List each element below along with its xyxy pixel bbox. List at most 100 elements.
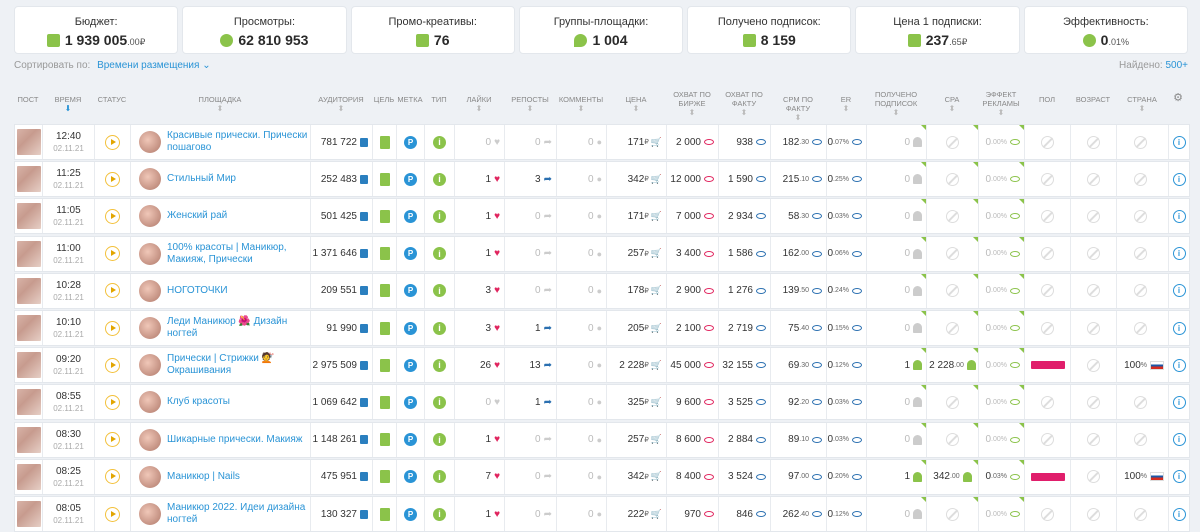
mark-p-icon[interactable]: P — [404, 470, 417, 484]
info-icon[interactable]: i — [1172, 433, 1186, 447]
goal-icon[interactable] — [379, 395, 390, 409]
platform-avatar[interactable] — [139, 354, 161, 377]
post-image[interactable] — [16, 352, 41, 379]
post-thumbnail[interactable] — [15, 273, 43, 308]
cart-icon[interactable]: 🛒 — [650, 285, 662, 296]
type-info-icon[interactable]: i — [433, 135, 446, 149]
post-thumbnail[interactable] — [15, 422, 43, 457]
sort-arrow-icon[interactable]: ⬍ — [740, 108, 748, 117]
post-thumbnail[interactable] — [15, 199, 43, 234]
platform-name-link[interactable]: Прически | Стрижки 💇 Окрашивания — [167, 353, 275, 377]
chevron-down-icon[interactable]: ⌄ — [199, 60, 211, 71]
post-image[interactable] — [16, 463, 41, 490]
play-status-icon[interactable] — [105, 246, 120, 262]
platform-avatar[interactable] — [139, 465, 161, 488]
play-status-icon[interactable] — [105, 506, 120, 522]
goal-icon[interactable] — [379, 470, 390, 484]
sort-arrow-icon[interactable]: ⬍ — [475, 104, 483, 113]
table-row[interactable]: 08:30 02.11.21 Шикарные прически. Макияж 1 … — [14, 421, 1190, 458]
mark-p-icon[interactable]: P — [404, 247, 417, 261]
play-status-icon[interactable] — [105, 171, 120, 187]
goal-icon[interactable] — [379, 321, 390, 335]
sort-arrow-icon[interactable]: ⬍ — [948, 104, 956, 113]
platform-name-link[interactable]: Шикарные прически. Макияж — [167, 433, 303, 445]
mark-p-icon[interactable]: P — [404, 507, 417, 521]
play-status-icon[interactable] — [105, 134, 120, 150]
type-info-icon[interactable]: i — [433, 507, 446, 521]
table-row[interactable]: 10:10 02.11.21 Леди Маникюр 🌺 Дизайн ногте… — [14, 310, 1190, 346]
platform-name-link[interactable]: Красивые прически. Прически пошагово — [167, 130, 308, 153]
platform-avatar[interactable] — [139, 317, 161, 339]
platform-avatar[interactable] — [139, 168, 161, 191]
type-info-icon[interactable]: i — [433, 284, 446, 298]
sort-arrow-icon[interactable]: ⬍ — [842, 104, 850, 113]
mark-p-icon[interactable]: P — [404, 284, 417, 298]
goal-icon[interactable] — [379, 135, 390, 149]
cart-icon[interactable]: 🛒 — [650, 471, 662, 482]
post-image[interactable] — [16, 389, 41, 416]
mark-p-icon[interactable]: P — [404, 358, 417, 372]
platform-avatar[interactable] — [139, 279, 161, 302]
post-image[interactable] — [16, 166, 41, 193]
type-info-icon[interactable]: i — [433, 321, 446, 335]
post-image[interactable] — [16, 277, 41, 304]
cart-icon[interactable]: 🛒 — [650, 173, 662, 184]
cart-icon[interactable]: 🛒 — [650, 396, 662, 407]
sort-dropdown[interactable]: Времени размещения — [97, 60, 200, 71]
play-status-icon[interactable] — [105, 208, 120, 224]
post-image[interactable] — [16, 315, 41, 341]
info-icon[interactable]: i — [1172, 358, 1186, 372]
cart-icon[interactable]: 🛒 — [650, 210, 662, 221]
type-info-icon[interactable]: i — [433, 470, 446, 484]
info-icon[interactable]: i — [1172, 395, 1186, 409]
settings-gear-icon[interactable]: ⚙ — [1173, 92, 1183, 104]
goal-icon[interactable] — [379, 247, 390, 261]
info-icon[interactable]: i — [1172, 321, 1186, 335]
sort-arrow-icon[interactable]: ⬍ — [216, 104, 224, 113]
platform-avatar[interactable] — [139, 131, 161, 153]
table-row[interactable]: 12:40 02.11.21 Красивые прически. Прически… — [14, 124, 1190, 160]
cart-icon[interactable]: 🛒 — [650, 248, 662, 259]
play-status-icon[interactable] — [105, 320, 120, 336]
platform-name-link[interactable]: Маникюр 2022. Идеи дизайна ногтей — [167, 502, 306, 525]
cart-icon[interactable]: 🛒 — [650, 434, 662, 445]
cart-icon[interactable]: 🛒 — [650, 136, 662, 147]
table-row[interactable]: 08:05 02.11.21 Маникюр 2022. Идеи дизайна … — [14, 496, 1190, 532]
goal-icon[interactable] — [379, 358, 390, 372]
table-row[interactable]: 09:20 02.11.21 Прически | Стрижки 💇 Окраши… — [14, 347, 1190, 384]
goal-icon[interactable] — [379, 433, 390, 447]
sort-arrow-icon[interactable]: ⬍ — [997, 108, 1005, 117]
post-thumbnail[interactable] — [15, 348, 43, 383]
play-status-icon[interactable] — [105, 394, 120, 410]
mark-p-icon[interactable]: P — [404, 433, 417, 447]
post-thumbnail[interactable] — [15, 459, 43, 494]
sort-arrow-icon[interactable]: ⬍ — [688, 108, 696, 117]
sort-arrow-icon[interactable]: ⬍ — [526, 104, 534, 113]
found-value[interactable]: 500+ — [1165, 60, 1188, 71]
platform-name-link[interactable]: Леди Маникюр 🌺 Дизайн ногтей — [167, 316, 288, 339]
play-status-icon[interactable] — [105, 283, 120, 299]
info-icon[interactable]: i — [1172, 135, 1186, 149]
type-info-icon[interactable]: i — [433, 247, 446, 261]
sort-arrow-icon[interactable]: ⬍ — [1138, 104, 1146, 113]
post-image[interactable] — [16, 501, 41, 527]
play-status-icon[interactable] — [105, 469, 120, 485]
goal-icon[interactable] — [379, 507, 390, 521]
platform-name-link[interactable]: Клуб красоты — [167, 396, 230, 408]
info-icon[interactable]: i — [1172, 284, 1186, 298]
cart-icon[interactable]: 🛒 — [650, 359, 662, 370]
platform-avatar[interactable] — [139, 242, 161, 265]
post-thumbnail[interactable] — [15, 497, 43, 531]
info-icon[interactable]: i — [1172, 209, 1186, 223]
post-image[interactable] — [16, 129, 41, 155]
gender-bar[interactable] — [1030, 472, 1065, 481]
sort-arrow-icon[interactable]: ⬍ — [794, 113, 802, 122]
sort-arrow-icon[interactable]: ⬍ — [632, 104, 640, 113]
post-image[interactable] — [16, 426, 41, 453]
type-info-icon[interactable]: i — [433, 395, 446, 409]
info-icon[interactable]: i — [1172, 247, 1186, 261]
post-thumbnail[interactable] — [15, 311, 43, 345]
